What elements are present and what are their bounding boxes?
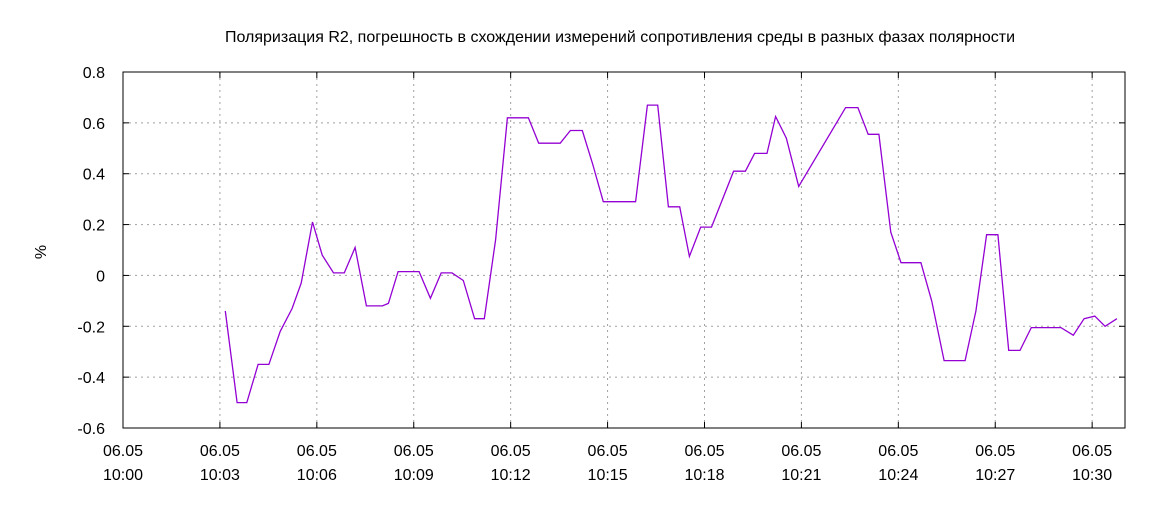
x-tick-time: 10:24 (878, 467, 918, 484)
x-tick-date: 06.05 (588, 443, 628, 460)
y-tick-label: -0.6 (77, 421, 105, 438)
grid (123, 72, 1125, 428)
x-tick-time: 10:15 (588, 467, 628, 484)
x-tick-time: 10:12 (491, 467, 531, 484)
x-tick-date: 06.05 (975, 443, 1015, 460)
plot-frame (123, 72, 1125, 428)
x-tick-time: 10:00 (103, 467, 143, 484)
y-axis-label: % (33, 245, 50, 259)
x-tick-date: 06.05 (781, 443, 821, 460)
series-line (225, 105, 1117, 403)
y-tick-label: 0.8 (83, 65, 105, 82)
x-tick-date: 06.05 (394, 443, 434, 460)
x-tick-date: 06.05 (1072, 443, 1112, 460)
x-tick-time: 10:06 (297, 467, 337, 484)
y-tick-label: 0.2 (83, 218, 105, 235)
x-tick-date: 06.05 (200, 443, 240, 460)
y-tick-label: -0.2 (77, 319, 105, 336)
chart-title: Поляризация R2, погрешность в схождении … (225, 29, 1015, 46)
x-tick-time: 10:18 (684, 467, 724, 484)
y-tick-label: 0.6 (83, 116, 105, 133)
series-group (225, 105, 1117, 403)
y-tick-label: -0.4 (77, 370, 105, 387)
x-tick-time: 10:30 (1072, 467, 1112, 484)
x-tick-date: 06.05 (103, 443, 143, 460)
y-tick-label: 0.4 (83, 167, 105, 184)
x-tick-date: 06.05 (684, 443, 724, 460)
y-tick-label: 0 (96, 268, 105, 285)
x-tick-time: 10:09 (394, 467, 434, 484)
x-tick-date: 06.05 (491, 443, 531, 460)
x-tick-time: 10:21 (781, 467, 821, 484)
x-tick-time: 10:03 (200, 467, 240, 484)
x-tick-date: 06.05 (878, 443, 918, 460)
x-tick-date: 06.05 (297, 443, 337, 460)
x-tick-time: 10:27 (975, 467, 1015, 484)
